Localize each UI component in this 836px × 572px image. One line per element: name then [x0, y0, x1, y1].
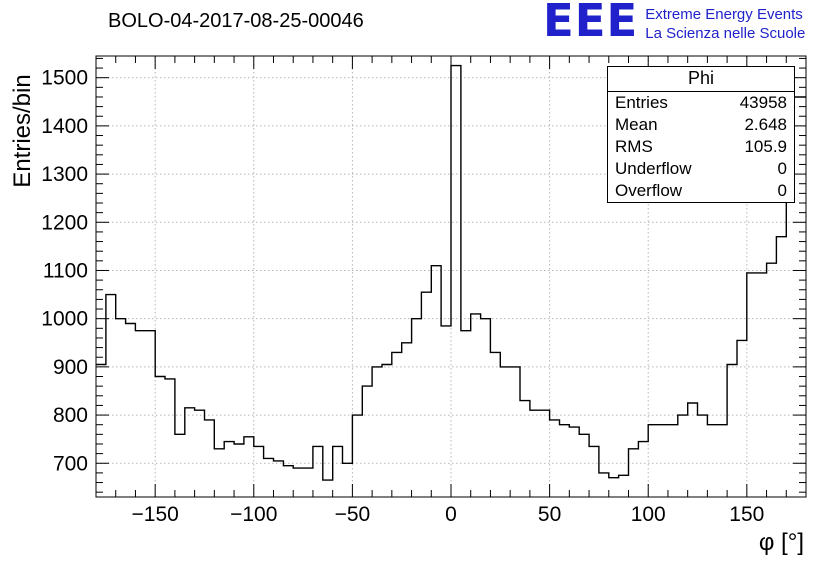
stats-row-label: Underflow: [615, 159, 692, 178]
eee-logo-line2: La Scienza nelle Scuole: [645, 25, 806, 42]
stats-row-value: 43958: [739, 93, 787, 112]
eee-logo-lines: Extreme Energy Events La Scienza nelle S…: [645, 2, 805, 43]
y-tick-label: 700: [53, 452, 88, 475]
y-tick-label: 1400: [41, 115, 88, 138]
x-tick-label: −150: [132, 503, 179, 526]
x-tick-label: 150: [729, 503, 764, 526]
y-tick-label: 1500: [41, 67, 88, 90]
stats-row-label: Mean: [615, 115, 658, 134]
eee-logo: EEE Extreme Energy Events La Scienza nel…: [543, 0, 805, 47]
eee-logo-line1: Extreme Energy Events: [645, 6, 803, 23]
stats-row-value: 0: [777, 159, 787, 178]
stats-row: Mean 2.648: [608, 114, 794, 136]
histogram-line: [96, 64, 806, 481]
stats-rows: Entries 43958 Mean 2.648 RMS 105.9 Underflow 0 O…: [608, 92, 794, 202]
plot-title: BOLO-04-2017-08-25-00046: [108, 10, 364, 32]
x-tick-label: 50: [538, 503, 561, 526]
y-axis-title: Entries/bin: [9, 74, 36, 187]
stats-row-value: 0: [777, 181, 787, 200]
y-tick-label: 800: [53, 404, 88, 427]
x-axis-title: φ [°]: [759, 529, 804, 556]
stats-row: RMS 105.9: [608, 136, 794, 158]
x-tick-label: 100: [631, 503, 666, 526]
y-tick-label: 1100: [43, 259, 88, 282]
y-tick-label: 900: [53, 356, 88, 379]
y-tick-label: 1300: [41, 163, 88, 186]
x-tick-label: −50: [335, 503, 371, 526]
stats-row-label: Entries: [615, 93, 668, 112]
eee-logo-acronym: EEE: [543, 0, 639, 47]
x-tick-label: 0: [445, 503, 457, 526]
stats-row: Entries 43958: [608, 92, 794, 114]
x-tick-label: −100: [230, 503, 277, 526]
stats-title: Phi: [608, 67, 794, 92]
stats-row: Underflow 0: [608, 158, 794, 180]
stats-row-label: RMS: [615, 137, 653, 156]
stats-row-value: 2.648: [744, 115, 787, 134]
stats-row-label: Overflow: [615, 181, 683, 200]
y-tick-label: 1200: [41, 211, 88, 234]
stats-row-value: 105.9: [744, 137, 787, 156]
stats-box: Phi Entries 43958 Mean 2.648 RMS 105.9 Underfl…: [607, 66, 795, 203]
y-tick-label: 1000: [41, 308, 88, 331]
stats-row: Overflow 0: [608, 180, 794, 202]
